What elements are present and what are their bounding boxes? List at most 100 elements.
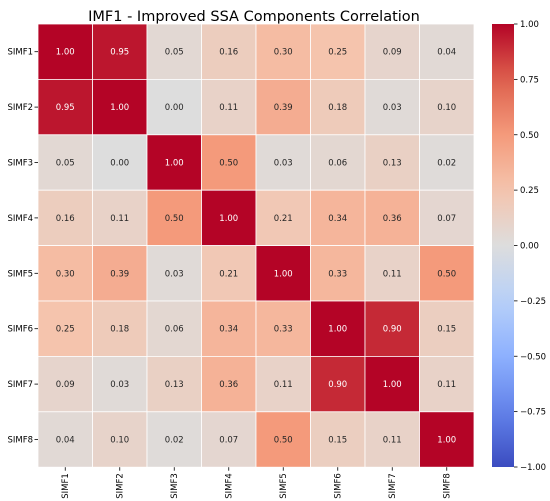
heatmap-cell	[419, 23, 475, 80]
cell-value-label: 1.00	[383, 380, 402, 390]
cell-value-label: 0.21	[219, 269, 238, 279]
heatmap-cell	[310, 23, 366, 80]
y-tick-label: SIMF8	[7, 436, 33, 446]
heatmap-cell	[92, 79, 148, 136]
cell-value-label: 0.34	[219, 325, 238, 335]
cell-value-label: 0.25	[328, 48, 347, 58]
heatmap-cell	[419, 79, 475, 136]
cell-value-label: 0.09	[383, 48, 402, 58]
colorbar-tick-label: 0.00	[520, 242, 539, 252]
cell-value-label: 0.11	[437, 380, 456, 390]
cell-value-label: 0.10	[437, 103, 456, 113]
cell-value-label: 0.11	[110, 214, 129, 224]
cell-value-label: 1.00	[165, 159, 184, 169]
colorbar-tick-label: −0.25	[520, 297, 546, 307]
x-tick-label: SIMF2	[116, 473, 126, 499]
cell-value-label: 0.13	[383, 159, 402, 169]
cell-value-label: 0.15	[328, 436, 347, 446]
heatmap-cell	[201, 134, 257, 191]
heatmap-cell	[201, 23, 257, 80]
heatmap-cell	[310, 245, 366, 302]
heatmap-cell	[37, 189, 93, 246]
colorbar-tick-label: −1.00	[520, 463, 546, 473]
cell-value-label: 0.05	[165, 48, 184, 58]
heatmap-cell	[146, 411, 202, 468]
cell-value-label: 0.04	[56, 436, 75, 446]
cell-value-label: 0.95	[56, 103, 75, 113]
heatmap-cell	[92, 300, 148, 357]
cell-value-label: 0.11	[274, 380, 293, 390]
cell-value-label: 0.36	[219, 380, 238, 390]
colorbar: 1.00 0.75 0.50 0.25 0.00 −0.25 −0.50 −0.75 −1.00	[492, 20, 546, 473]
cell-value-label: 0.09	[56, 380, 75, 390]
cell-value-label: 0.18	[328, 103, 347, 113]
cell-value-label: 0.30	[274, 48, 293, 58]
heatmap-cell	[37, 355, 93, 413]
cell-value-label: 0.00	[110, 159, 129, 169]
heatmap-cell	[310, 79, 366, 136]
heatmap-cell	[419, 355, 475, 413]
heatmap-cell	[146, 189, 202, 246]
chart-title: IMF1 - Improved SSA Components Correlati…	[88, 9, 420, 25]
heatmap-cell	[92, 411, 148, 468]
cell-value-label: 0.50	[219, 159, 238, 169]
heatmap-cell	[92, 23, 148, 80]
heatmap-cell	[146, 23, 202, 80]
cell-value-label: 1.00	[328, 325, 347, 335]
cell-value-label: 0.11	[383, 436, 402, 446]
cell-value-label: 0.05	[56, 159, 75, 169]
y-tick-label: SIMF2	[7, 103, 33, 113]
heatmap-cell	[364, 300, 420, 357]
cell-value-label: 0.34	[328, 214, 347, 224]
cell-value-label: 0.03	[274, 159, 293, 169]
heatmap-cell	[419, 411, 475, 468]
cell-value-label: 0.90	[383, 325, 402, 335]
y-tick-label: SIMF7	[7, 380, 33, 390]
heatmap-cell	[419, 134, 475, 191]
cell-value-label: 0.39	[274, 103, 293, 113]
heatmap-cell	[255, 189, 311, 246]
heatmap-cell	[201, 245, 257, 302]
x-tick-label: SIMF5	[279, 473, 289, 499]
x-tick-label: SIMF6	[334, 473, 344, 499]
cell-value-label: 0.50	[437, 269, 456, 279]
heatmap-cell	[419, 245, 475, 302]
heatmap-cell	[255, 300, 311, 357]
cell-value-label: 0.36	[383, 214, 402, 224]
colorbar-tick-label: 1.00	[520, 20, 539, 30]
heatmap-cell	[310, 411, 366, 468]
heatmap-cell	[364, 189, 420, 246]
cell-value-label: 0.03	[110, 380, 129, 390]
x-tick-label: SIMF3	[170, 473, 180, 499]
cell-value-label: 0.50	[274, 436, 293, 446]
cell-value-label: 0.16	[56, 214, 75, 224]
heatmap-cell	[364, 134, 420, 191]
colorbar-tick-label: 0.75	[520, 75, 539, 85]
heatmap-cell	[146, 300, 202, 357]
cell-value-label: 0.03	[165, 269, 184, 279]
x-tick-label: SIMF8	[443, 473, 453, 499]
heatmap-cell	[146, 355, 202, 413]
cell-value-label: 0.13	[165, 380, 184, 390]
heatmap-cell	[310, 300, 366, 357]
cell-value-label: 0.06	[165, 325, 184, 335]
cell-value-label: 0.02	[165, 436, 184, 446]
colorbar-gradient	[492, 24, 514, 467]
colorbar-tick-label: 0.25	[520, 186, 539, 196]
cell-value-label: 0.06	[328, 159, 347, 169]
cell-value-label: 0.90	[328, 380, 347, 390]
heatmap-cell	[146, 134, 202, 191]
y-tick-label: SIMF4	[7, 214, 33, 224]
heatmap-cell	[92, 134, 148, 191]
heatmap-cell	[37, 23, 93, 80]
x-tick-label: SIMF1	[61, 473, 71, 499]
y-tick-label: SIMF1	[7, 48, 33, 58]
cell-value-label: 0.39	[110, 269, 129, 279]
cell-value-label: 0.18	[110, 325, 129, 335]
cell-value-label: 0.21	[274, 214, 293, 224]
cell-value-label: 0.11	[383, 269, 402, 279]
cell-value-label: 1.00	[219, 214, 238, 224]
cell-value-label: 1.00	[110, 103, 129, 113]
cell-value-label: 0.02	[437, 159, 456, 169]
